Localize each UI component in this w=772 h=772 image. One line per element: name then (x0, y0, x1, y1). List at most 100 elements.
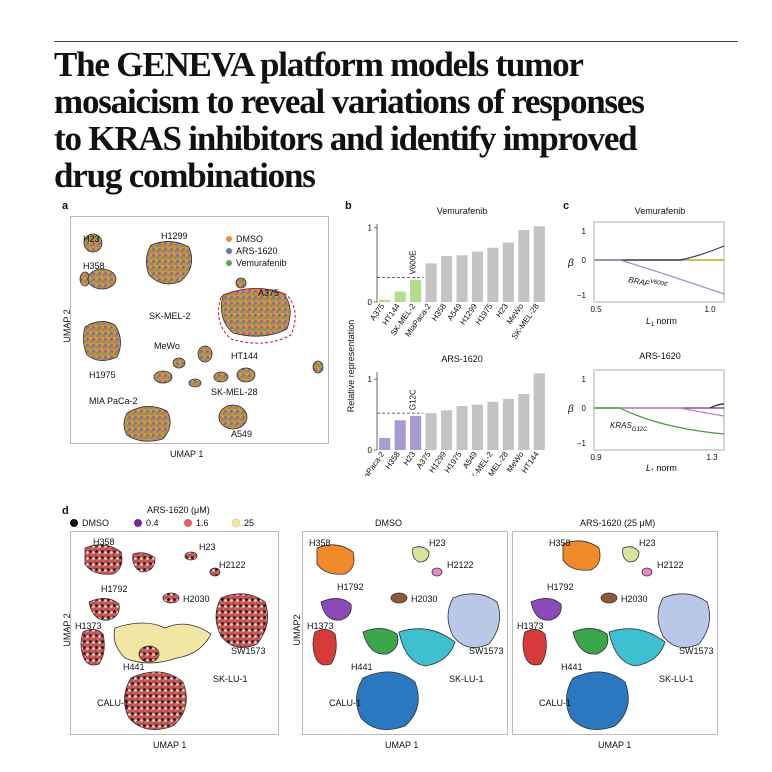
coef-path (594, 259, 725, 295)
x-tick-label: H1975 (443, 450, 464, 475)
cluster-label: H441 (351, 662, 373, 672)
panel-d-plot2-ylabel-svg: UMAP2 (292, 614, 302, 645)
panel-d-plot1-umap: H358 H23 H2122 H1792 H2030 H1373 SW1573 … (75, 537, 269, 730)
bar-a375 (425, 413, 437, 450)
panel-d-plot3-xlabel: UMAP 1 (598, 740, 632, 750)
panel-c-bottom-title: ARS-1620 (639, 351, 681, 361)
legend-label: ARS-1620 (236, 246, 278, 256)
bar-mewo (518, 229, 530, 302)
panel-c-label: c (563, 200, 570, 212)
panel-b-charts: Relative representation Vemurafenib01A37… (346, 206, 545, 476)
panel-c-top-frame (593, 221, 725, 303)
panel-b-label: b (345, 200, 352, 212)
cluster-label: H358 (309, 538, 331, 548)
panel-d-plot1-ylabel: UMAP 2 (62, 613, 72, 646)
panel-c-top-ylabel: β (567, 258, 574, 269)
legend-swatch-dmso (70, 519, 78, 527)
bar-h23 (502, 242, 514, 302)
panel-a-legend: DMSO ARS-1620 Vemurafenib (226, 234, 287, 268)
umap-clusters (79, 233, 324, 442)
panel-c-bottom-ylabel: β (567, 404, 574, 415)
panel-d-plot2-title: DMSO (375, 518, 402, 528)
cluster-label: H23 (429, 538, 446, 548)
cluster-blob (562, 540, 601, 571)
panel-a-xlabel: UMAP 1 (170, 449, 204, 459)
cluster-blob (123, 406, 171, 442)
panel-c-top-xlabel: L1 norm (646, 316, 677, 328)
bar-a549 (471, 404, 484, 450)
bar-miapaca-2 (425, 263, 437, 302)
legend-swatch-1-6 (184, 519, 192, 527)
bar-miapaca-2 (379, 437, 391, 450)
panel-d-plot3-frame: H358 H23 H2122 H1792 H2030 H1373 SW1573 … (512, 531, 718, 735)
cluster-label: H1975 (89, 370, 116, 380)
cluster-blob (153, 370, 173, 384)
cluster-label: H1373 (517, 621, 544, 631)
page-title: The GENEVA platform models tumor mosaici… (54, 46, 754, 194)
panel-a-label: a (62, 200, 69, 212)
cluster-blob (447, 593, 501, 648)
panel-a-ylabel: UMAP 2 (62, 309, 72, 342)
bar-a549 (456, 255, 468, 302)
panel-b-ylabel: Relative representation (346, 320, 356, 413)
legend-label: DMSO (236, 234, 263, 244)
cluster-label: CALU-1 (539, 698, 571, 708)
title-line: drug combinations (54, 156, 316, 195)
ytick: −1 (577, 439, 587, 448)
panel-d-label: d (62, 505, 69, 517)
panel-d-plot1-frame: H358 H23 H2122 H1792 H2030 H1373 SW1573 … (70, 531, 279, 735)
cluster-blob (390, 592, 408, 604)
x-tick-label: HT144 (520, 450, 541, 475)
legend-label: DMSO (82, 518, 109, 528)
legend-swatch-0-4 (134, 519, 142, 527)
cluster-label: H2030 (621, 594, 648, 604)
cluster-blob (132, 552, 156, 573)
bar-sk-mel-28 (502, 398, 514, 450)
bar-sk-mel-28 (533, 226, 545, 302)
legend-label: 1.6 (196, 518, 209, 528)
cluster-label: H1373 (75, 621, 102, 631)
chart-title: ARS-1620 (441, 354, 483, 364)
cluster-label: HT144 (231, 351, 258, 361)
cluster-blob (218, 404, 248, 430)
ytick: 1 (582, 227, 587, 236)
cluster-blob (522, 629, 547, 666)
cluster-label: H2030 (411, 594, 438, 604)
cluster-blob (220, 288, 291, 337)
cluster-blob (83, 233, 103, 253)
panel-d-plot1-xlabel: UMAP 1 (153, 740, 187, 750)
cluster-label: H23 (199, 542, 216, 552)
cluster-label: H1792 (337, 582, 364, 592)
chart-title: Vemurafenib (437, 206, 488, 216)
a375-outline (218, 287, 296, 344)
cluster-blob (312, 629, 337, 666)
cluster-label: H2122 (219, 560, 246, 570)
y-tick-label: 0 (368, 298, 373, 307)
panel-d-plot2-umap: H358 H23 H2122 H1792 H2030 H1373 SW1573 … (307, 538, 504, 730)
cluster-blob (530, 598, 562, 621)
cluster-blob (197, 345, 213, 363)
cluster-blob (572, 628, 609, 655)
bar-a375 (379, 299, 391, 302)
cluster-blob (184, 551, 198, 561)
panel-c-plots: Vemurafenib β 1 0 −1 BRAFV600E 0.5 1.0 L… (567, 206, 725, 471)
legend-swatch-25 (231, 518, 241, 528)
cluster-blob (412, 546, 430, 563)
panel-d-plot3-umap: H358 H23 H2122 H1792 H2030 H1373 SW1573 … (517, 538, 714, 730)
title-line: to KRAS inhibitors and identify improved (54, 119, 638, 158)
legend-swatch-vemurafenib (226, 260, 232, 266)
cluster-label: H2122 (657, 560, 684, 570)
cluster-blob (608, 628, 666, 667)
legend-label: 0.4 (146, 518, 159, 528)
y-tick-label: 0 (368, 446, 373, 455)
bar-ht144 (533, 373, 545, 450)
title-line: The GENEVA platform models tumor (54, 45, 584, 84)
bar-h1975 (487, 247, 499, 302)
legend-swatch-dmso (226, 236, 232, 242)
bar-chart-vemurafenib: Vemurafenib01A375HT144SK-MEL-2MiaPaca-2H… (368, 206, 545, 341)
cluster-label: MIA PaCa-2 (89, 396, 138, 406)
bar-ht144 (394, 291, 406, 302)
cluster-blob (84, 544, 123, 575)
cluster-blob (236, 367, 256, 383)
cluster-blob (209, 567, 221, 577)
